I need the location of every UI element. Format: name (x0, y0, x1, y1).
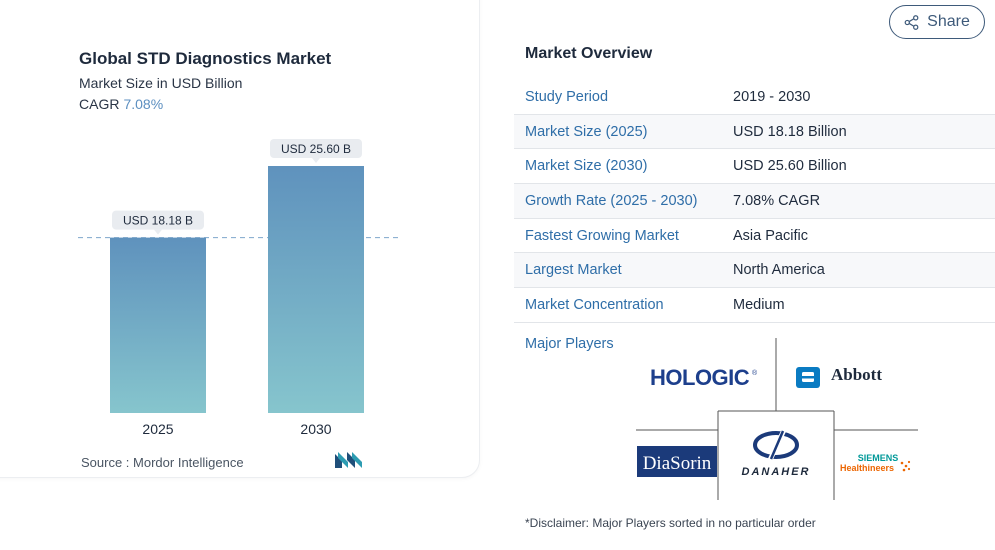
overview-label[interactable]: Growth Rate (2025 - 2030) (525, 192, 698, 209)
disclaimer: *Disclaimer: Major Players sorted in no … (525, 516, 816, 530)
overview-label[interactable]: Fastest Growing Market (525, 227, 679, 244)
overview-row-fastest-growing: Fastest Growing Market Asia Pacific (514, 219, 995, 254)
bar-2025 (110, 237, 206, 413)
data-label-pointer (154, 229, 162, 235)
hologic-logo-text: HOLOGIC (650, 365, 750, 390)
overview-value: Medium (733, 296, 785, 313)
mordor-intelligence-logo-icon (335, 452, 362, 468)
abbott-logo-text: Abbott (831, 365, 882, 384)
overview-row-market-size-2025: Market Size (2025) USD 18.18 Billion (514, 114, 995, 150)
overview-row-market-size-2030: Market Size (2030) USD 25.60 Billion (514, 149, 995, 185)
source-name: Mordor Intelligence (133, 455, 244, 470)
source-label: Source : (81, 455, 130, 470)
overview-value: 2019 - 2030 (733, 88, 811, 105)
healthineers-logo-text: Healthineers (840, 463, 894, 473)
overview-label[interactable]: Market Size (2030) (525, 158, 648, 175)
bar-2030 (268, 166, 364, 413)
chart-source: Source : Mordor Intelligence (81, 455, 244, 470)
share-icon (904, 14, 919, 30)
danaher-logo-text: DANAHER (742, 466, 811, 478)
major-players-label[interactable]: Major Players (525, 336, 614, 352)
overview-label[interactable]: Largest Market (525, 262, 622, 279)
abbott-logo: Abbott (796, 365, 882, 388)
data-label-2025: USD 18.18 B (123, 214, 193, 228)
data-label-pointer (312, 158, 320, 163)
overview-table: Study Period 2019 - 2030 Market Size (20… (514, 80, 995, 323)
svg-text:®: ® (752, 369, 758, 377)
siemens-logo-text: SIEMENS (858, 453, 899, 463)
diasorin-logo: DiaSorin (637, 446, 717, 477)
hologic-logo: HOLOGIC ® (650, 365, 758, 390)
chart-title: Global STD Diagnostics Market (79, 49, 332, 68)
overview-value: USD 25.60 Billion (733, 158, 847, 175)
bar-chart: USD 18.18 B 2025 USD 25.60 B 2030 (78, 139, 398, 437)
danaher-logo: DANAHER (742, 428, 811, 478)
x-tick-label-2025: 2025 (142, 421, 173, 437)
overview-row-growth-rate: Growth Rate (2025 - 2030) 7.08% CAGR (514, 184, 995, 219)
overview-value: USD 18.18 Billion (733, 123, 847, 140)
overview-value: North America (733, 262, 825, 279)
overview-title: Market Overview (525, 45, 653, 62)
overview-label[interactable]: Market Size (2025) (525, 123, 648, 140)
data-label-2030: USD 25.60 B (281, 142, 351, 156)
data-label-bg (112, 210, 204, 230)
overview-value: Asia Pacific (733, 227, 808, 244)
overview-label[interactable]: Study Period (525, 88, 609, 105)
cagr-value: 7.08% (123, 96, 164, 112)
danaher-icon (753, 431, 799, 459)
chart-subtitle: Market Size in USD Billion (79, 75, 243, 91)
cagr-label: CAGR (79, 96, 120, 112)
major-players-grid: HOLOGIC ® Abbott DiaSorin DANAHER SIEMEN… (636, 338, 918, 500)
chart-cagr: CAGR 7.08% (79, 96, 163, 112)
chart-card (0, 0, 480, 478)
overview-value: 7.08% CAGR (733, 192, 821, 209)
share-label: Share (927, 13, 970, 30)
data-label-bg (270, 139, 362, 158)
diasorin-logo-text: DiaSorin (643, 453, 712, 474)
overview-row-concentration: Market Concentration Medium (514, 288, 995, 323)
share-button[interactable]: Share (889, 5, 985, 39)
overview-row-largest-market: Largest Market North America (514, 253, 995, 289)
overview-row-study-period: Study Period 2019 - 2030 (514, 80, 995, 115)
siemens-healthineers-logo: SIEMENS Healthineers (840, 453, 911, 473)
x-tick-label-2030: 2030 (300, 421, 331, 437)
overview-label[interactable]: Market Concentration (525, 296, 664, 313)
